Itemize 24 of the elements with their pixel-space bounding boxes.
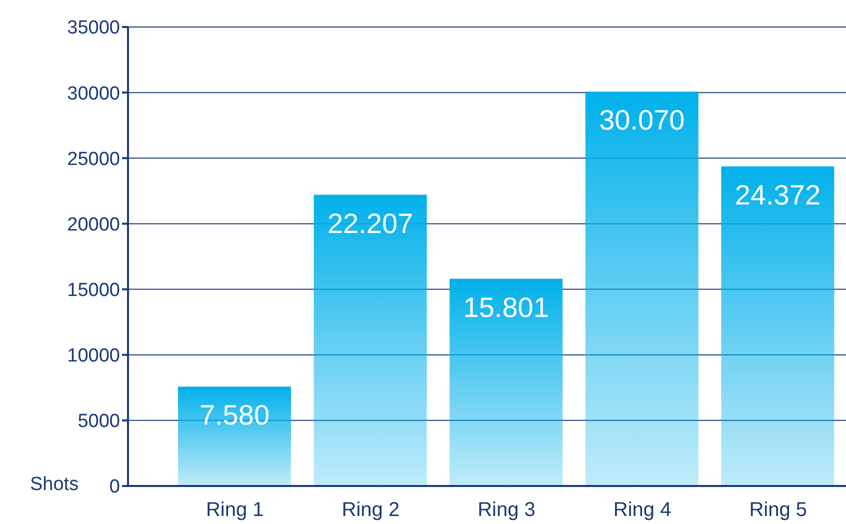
x-tick-label: Ring 1: [206, 499, 264, 522]
y-tick-label: 10000: [67, 346, 120, 367]
data-label: 24.372: [734, 179, 821, 210]
x-tick-label: Ring 3: [478, 499, 536, 522]
y-tick-label: 15000: [67, 280, 120, 302]
bar: [314, 194, 427, 486]
y-tick-label: 30000: [67, 83, 120, 104]
bar: [450, 278, 563, 486]
bar: [721, 166, 834, 486]
y-axis-title: Shots: [30, 474, 79, 495]
bar: [585, 92, 698, 486]
bar: [178, 386, 291, 486]
y-tick-label: 5000: [78, 411, 120, 432]
x-tick-label: Ring 5: [749, 499, 808, 522]
x-tick-label: Ring 2: [342, 499, 400, 522]
y-tick-label: 0: [109, 476, 120, 498]
y-tick-label: 35000: [67, 18, 120, 39]
y-tick-label: 25000: [67, 148, 120, 170]
x-tick-label: Ring 4: [613, 499, 672, 522]
data-label: 15.801: [463, 292, 549, 323]
data-label: 7.580: [199, 400, 270, 431]
data-label: 30.070: [599, 104, 685, 136]
data-label: 22.207: [327, 208, 414, 239]
y-tick-label: 20000: [67, 214, 120, 236]
